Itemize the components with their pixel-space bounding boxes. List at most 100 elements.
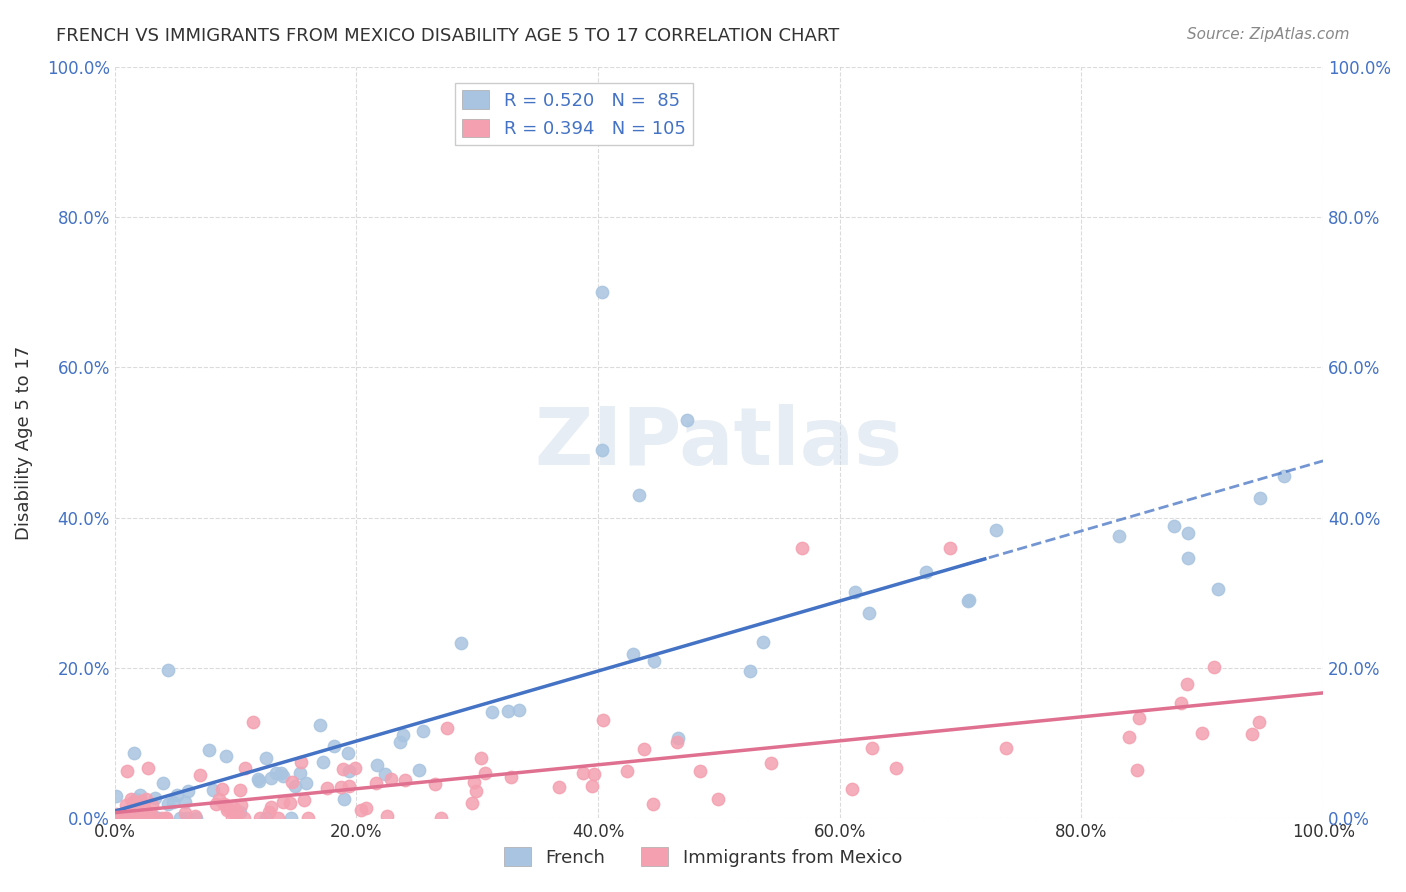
Point	[225, 805, 247, 819]
Point	[267, 812, 290, 826]
Point	[249, 812, 271, 826]
Point	[129, 812, 152, 826]
Point	[581, 779, 603, 793]
Point	[292, 793, 315, 807]
Point	[957, 594, 980, 608]
Point	[107, 811, 129, 825]
Point	[104, 812, 127, 826]
Point	[1202, 660, 1225, 674]
Point	[1177, 526, 1199, 541]
Point	[884, 761, 907, 775]
Point	[174, 805, 197, 820]
Point	[117, 804, 139, 818]
Point	[155, 811, 177, 825]
Point	[380, 772, 402, 787]
Point	[129, 812, 152, 826]
Point	[124, 812, 146, 826]
Point	[143, 791, 166, 805]
Point	[337, 764, 360, 779]
Point	[214, 797, 236, 811]
Point	[1175, 676, 1198, 690]
Point	[501, 770, 523, 784]
Point	[430, 812, 453, 826]
Point	[1208, 582, 1230, 596]
Point	[115, 764, 138, 779]
Point	[229, 798, 252, 813]
Point	[211, 782, 233, 797]
Point	[1118, 730, 1140, 744]
Point	[174, 795, 197, 809]
Point	[337, 746, 360, 760]
Point	[155, 812, 177, 826]
Point	[1170, 696, 1192, 710]
Point	[221, 812, 243, 826]
Point	[350, 803, 373, 817]
Point	[215, 748, 238, 763]
Point	[408, 764, 430, 778]
Point	[150, 812, 173, 826]
Point	[1126, 763, 1149, 777]
Point	[666, 731, 689, 745]
Point	[412, 724, 434, 739]
Point	[616, 764, 638, 778]
Point	[115, 812, 138, 826]
Point	[436, 722, 458, 736]
Point	[125, 797, 148, 812]
Point	[994, 741, 1017, 756]
Point	[308, 717, 330, 731]
Point	[294, 776, 316, 790]
Point	[105, 789, 128, 804]
Point	[315, 781, 337, 796]
Point	[148, 812, 170, 826]
Point	[470, 751, 492, 765]
Point	[136, 812, 159, 826]
Point	[377, 809, 399, 823]
Legend: R = 0.520   N =  85, R = 0.394   N = 105: R = 0.520 N = 85, R = 0.394 N = 105	[456, 83, 693, 145]
Point	[343, 761, 366, 775]
Point	[394, 773, 416, 788]
Point	[463, 774, 485, 789]
Point	[474, 765, 496, 780]
Point	[280, 775, 302, 789]
Point	[108, 809, 131, 823]
Point	[1240, 726, 1263, 740]
Point	[1191, 725, 1213, 739]
Point	[465, 784, 488, 798]
Point	[257, 805, 280, 820]
Point	[332, 762, 354, 776]
Point	[202, 783, 225, 797]
Point	[592, 713, 614, 727]
Point	[260, 800, 283, 814]
Point	[134, 812, 156, 826]
Point	[121, 795, 143, 809]
Point	[1163, 518, 1185, 533]
Point	[135, 812, 157, 826]
Point	[112, 812, 135, 826]
Point	[215, 803, 238, 817]
Point	[496, 704, 519, 718]
Point	[112, 812, 135, 826]
Point	[115, 812, 138, 826]
Point	[297, 812, 319, 826]
Point	[138, 812, 160, 826]
Point	[1177, 550, 1199, 565]
Point	[271, 768, 294, 782]
Point	[166, 788, 188, 802]
Point	[136, 761, 159, 775]
Point	[129, 812, 152, 826]
Point	[242, 714, 264, 729]
Point	[122, 747, 145, 761]
Point	[110, 812, 132, 826]
Point	[141, 797, 163, 812]
Point	[259, 771, 281, 785]
Point	[374, 766, 396, 780]
Point	[860, 740, 883, 755]
Point	[229, 783, 252, 797]
Point	[1247, 714, 1270, 729]
Point	[689, 764, 711, 779]
Point	[247, 772, 270, 786]
Point	[135, 791, 157, 805]
Point	[1249, 491, 1271, 506]
Point	[264, 765, 287, 780]
Point	[128, 812, 150, 826]
